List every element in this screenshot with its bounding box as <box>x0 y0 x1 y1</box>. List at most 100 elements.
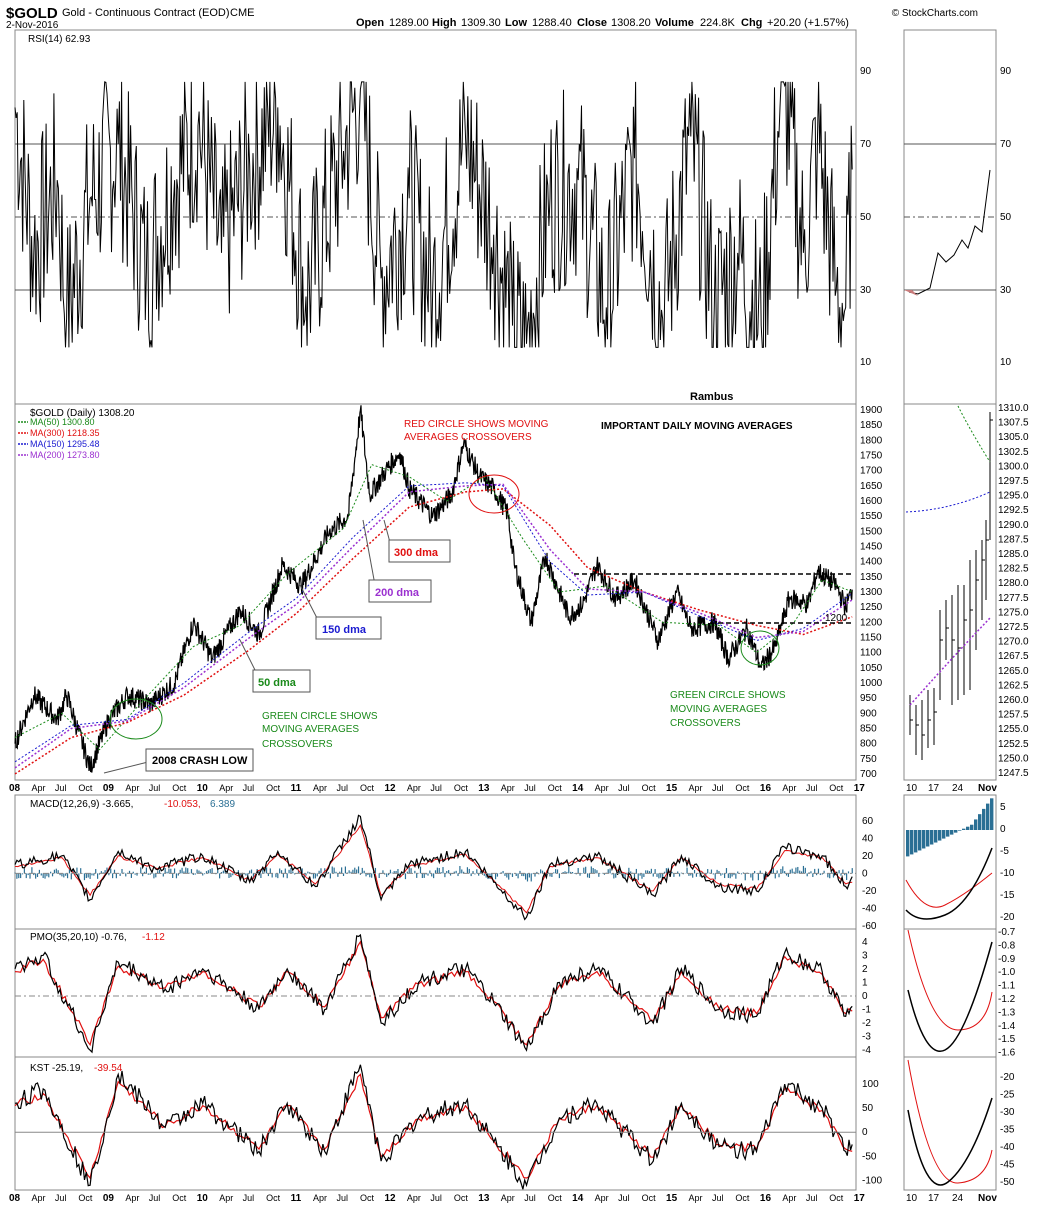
axis-tick-label: -1.3 <box>998 1007 1016 1018</box>
axis-tick-label: 5 <box>1000 802 1006 813</box>
axis-tick-label: 0 <box>862 991 868 1002</box>
axis-tick-label: 1800 <box>860 435 883 446</box>
x-tick-label: 17 <box>854 783 866 794</box>
axis-tick-label: 1262.5 <box>998 680 1029 691</box>
x-zoom-tick-label: 17 <box>928 783 940 794</box>
axis-tick-label: 50 <box>1000 212 1012 223</box>
x-tick-label: Apr <box>595 783 609 793</box>
axis-tick-label: 90 <box>1000 66 1012 77</box>
zoom-histogram-bar <box>954 830 958 833</box>
price-zoom-panel <box>903 403 997 781</box>
pmo-zoom-signal <box>907 929 993 1031</box>
axis-tick-label: 1257.5 <box>998 710 1029 721</box>
axis-tick-label: 1302.5 <box>998 447 1029 458</box>
zoom-histogram-bar <box>934 830 938 843</box>
macd-axis-ticks: 60 40 20 0 -20 -40 -60 <box>862 816 877 932</box>
macd-hist-label: 6.389 <box>210 799 235 810</box>
axis-tick-label: 1300 <box>860 587 883 598</box>
zoom-histogram-bar <box>926 830 930 847</box>
x-tick-label: Oct <box>454 783 469 793</box>
axis-tick-label: -20 <box>1000 1072 1015 1083</box>
axis-tick-label: -40 <box>862 904 877 915</box>
red-circle-note-1: RED CIRCLE SHOWS MOVING <box>404 419 549 430</box>
axis-tick-label: -50 <box>1000 1177 1015 1188</box>
axis-tick-label: -1.1 <box>998 981 1016 992</box>
x-tick-label: Oct <box>266 1193 281 1203</box>
axis-tick-label: -60 <box>862 921 877 932</box>
zoom-histogram-bar <box>946 830 950 837</box>
volume-value: 224.8K <box>700 17 736 29</box>
high-label: High <box>432 17 457 29</box>
zoom-histogram-bar <box>962 828 966 830</box>
x-tick-label: Apr <box>688 1193 702 1203</box>
axis-tick-label: -1.4 <box>998 1021 1016 1032</box>
axis-tick-label: 800 <box>860 739 877 750</box>
x-zoom-tick-label: 24 <box>952 783 964 794</box>
close-label: Close <box>577 17 607 29</box>
axis-tick-label: 1850 <box>860 420 883 431</box>
axis-tick-label: 1292.5 <box>998 505 1029 516</box>
credit: © StockCharts.com <box>892 8 978 19</box>
axis-tick-label: 1400 <box>860 557 883 568</box>
zoom-histogram-bar <box>918 830 922 851</box>
axis-tick-label: 900 <box>860 708 877 719</box>
axis-tick-label: 1900 <box>860 405 883 416</box>
x-tick-label: Oct <box>454 1193 469 1203</box>
axis-tick-label: -10 <box>1000 868 1015 879</box>
x-tick-label: 14 <box>572 1193 584 1204</box>
x-tick-label: Jul <box>618 783 630 793</box>
zoom-ma50 <box>957 405 991 463</box>
zoom-histogram-bar <box>910 830 914 855</box>
axis-tick-label: -5 <box>1000 846 1009 857</box>
callout-300dma-text: 300 dma <box>394 547 439 559</box>
zoom-histogram-bar <box>930 830 934 845</box>
x-zoom-tick-label: 10 <box>906 1193 918 1204</box>
axis-tick-label: 50 <box>862 1103 874 1114</box>
x-tick-label: Oct <box>172 783 187 793</box>
x-tick-label: 16 <box>760 1193 772 1204</box>
x-tick-label: 15 <box>666 1193 678 1204</box>
axis-tick-label: 30 <box>1000 285 1012 296</box>
x-tick-label: 10 <box>197 1193 209 1204</box>
rsi-zoom-line <box>908 169 991 295</box>
axis-tick-label: -35 <box>1000 1125 1015 1136</box>
green-circle-right <box>740 630 780 666</box>
macd-zoom-histogram <box>906 798 994 857</box>
zoom-histogram-bar <box>966 826 970 830</box>
zoom-histogram-bar <box>942 830 946 839</box>
pmo-axis-ticks: 4 3 2 1 0 -1 -2 -3 -4 <box>862 937 871 1056</box>
axis-tick-label: 2 <box>862 964 868 975</box>
kst-zoom-signal <box>907 1059 993 1184</box>
rsi-axis-ticks: 90 70 50 30 10 <box>860 66 872 368</box>
zoom-ohlc-bars <box>909 412 993 760</box>
kst-zoom-panel <box>903 1056 997 1191</box>
x-tick-label: Oct <box>642 1193 657 1203</box>
x-tick-label: 08 <box>9 1193 21 1204</box>
x-tick-label: Apr <box>501 783 515 793</box>
green-left-note-1: GREEN CIRCLE SHOWS <box>262 711 378 722</box>
axis-tick-label: -2 <box>862 1018 871 1029</box>
axis-tick-label: -25 <box>1000 1090 1015 1101</box>
callout-50dma: 50 dma <box>239 639 311 693</box>
price-zoom-axis-ticks: 1310.0 1307.5 1305.0 1302.5 1300.0 1297.5 1295… <box>998 403 1029 779</box>
axis-tick-label: 100 <box>862 1079 879 1090</box>
x-tick-label: Jul <box>149 783 161 793</box>
axis-tick-label: -20 <box>1000 912 1015 923</box>
macd-zoom-macd <box>905 847 993 920</box>
axis-tick-label: 1265.0 <box>998 666 1029 677</box>
x-tick-label: Jul <box>55 1193 67 1203</box>
axis-tick-label: 90 <box>860 66 872 77</box>
axis-tick-label: 1277.5 <box>998 593 1029 604</box>
zoom-histogram-bar <box>958 830 962 831</box>
axis-tick-label: 850 <box>860 724 877 735</box>
axis-tick-label: 1150 <box>860 633 882 644</box>
axis-tick-label: 1600 <box>860 496 883 507</box>
x-tick-label: Oct <box>266 783 281 793</box>
axis-tick-label: 1 <box>862 977 868 988</box>
macd-zoom-axis-ticks: 5 0 -5 -10 -15 -20 <box>1000 802 1015 923</box>
axis-tick-label: 1287.5 <box>998 534 1029 545</box>
axis-tick-label: 1310.0 <box>998 403 1029 414</box>
green-right-note-3: CROSSOVERS <box>670 718 741 729</box>
zoom-histogram-bar <box>938 830 942 841</box>
x-tick-label: 17 <box>854 1193 866 1204</box>
